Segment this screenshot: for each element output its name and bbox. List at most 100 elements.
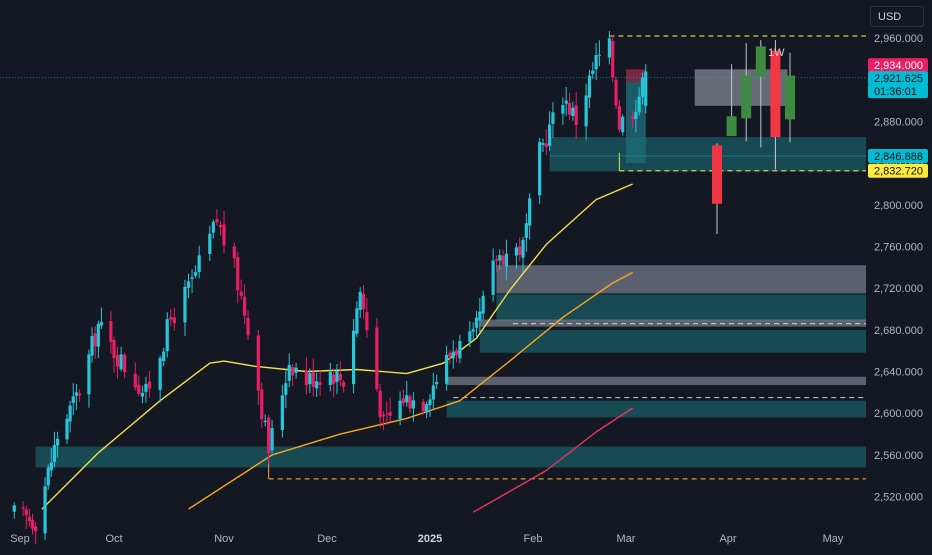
candle-body <box>169 316 173 320</box>
candle-46 <box>232 242 236 268</box>
price-tag-bg <box>868 148 928 163</box>
candle-body <box>311 372 315 388</box>
candle-21 <box>109 311 113 355</box>
candle-body <box>518 246 522 255</box>
candle-body <box>491 260 495 295</box>
candle-80 <box>388 397 392 422</box>
candle-body <box>186 281 191 288</box>
candle-body <box>338 373 342 381</box>
currency-selector[interactable]: USD <box>870 6 924 27</box>
candle-body <box>115 355 120 367</box>
x-tick-label: 2025 <box>418 533 442 545</box>
candle-body <box>77 393 82 396</box>
candle-131 <box>630 110 635 128</box>
candle-68 <box>335 363 339 395</box>
candle-body <box>375 327 379 390</box>
candle-body <box>564 100 568 104</box>
weekly-body <box>770 50 781 138</box>
candle-6 <box>43 477 47 540</box>
candle-body <box>398 400 402 419</box>
y-tick-label: 2,640.000 <box>874 367 923 379</box>
candle-19 <box>96 320 100 359</box>
candle-84 <box>408 394 412 414</box>
candle-body <box>474 317 479 328</box>
candle-body <box>119 354 123 370</box>
candle-20 <box>99 307 104 329</box>
y-tick-label: 2,680.000 <box>874 325 923 337</box>
candle-body <box>355 308 359 334</box>
candle-body <box>478 311 482 321</box>
x-tick-label: Feb <box>524 533 543 545</box>
candle-41 <box>208 225 212 261</box>
candle-body <box>267 417 271 454</box>
candle-5 <box>34 521 38 544</box>
candle-38 <box>190 269 194 293</box>
candle-105 <box>504 239 509 281</box>
candle-9 <box>52 431 57 468</box>
candle-body <box>435 381 439 385</box>
candle-body <box>421 401 425 412</box>
candle-body <box>172 317 176 324</box>
candle-body <box>43 486 47 534</box>
candle-114 <box>548 111 552 152</box>
x-tick-label: Sep <box>10 533 30 545</box>
candle-body <box>640 77 645 97</box>
candle-111 <box>538 137 542 204</box>
candle-body <box>458 341 462 359</box>
candle-body <box>68 405 72 422</box>
candle-69 <box>338 361 342 387</box>
candle-body <box>551 112 555 124</box>
candle-body <box>243 296 247 316</box>
candle-body <box>46 467 50 486</box>
price-tag-bg <box>868 58 928 73</box>
candle-body <box>87 354 91 395</box>
zone-teal-2 <box>496 294 866 322</box>
candle-25 <box>123 352 127 378</box>
candle-body <box>385 413 389 415</box>
candle-body <box>644 71 648 106</box>
candle-33 <box>165 312 169 358</box>
candle-118 <box>567 93 572 120</box>
candle-last <box>644 64 648 114</box>
candle-body <box>183 286 187 323</box>
candle-81 <box>398 391 402 426</box>
candle-body <box>614 79 618 106</box>
candle-body <box>411 400 415 409</box>
candle-13 <box>71 383 75 416</box>
candle-body <box>34 526 38 532</box>
candle-102 <box>494 255 499 273</box>
candle-body <box>284 383 288 395</box>
candle-body <box>197 255 201 273</box>
candle-87 <box>425 401 429 419</box>
candle-body <box>304 370 308 386</box>
candle-55 <box>270 419 274 456</box>
candle-110 <box>528 193 532 240</box>
candle-133 <box>637 87 641 116</box>
weekly-candle-5 <box>785 52 795 143</box>
candle-66 <box>328 362 332 392</box>
candle-body <box>445 354 449 384</box>
candle-body <box>165 319 169 352</box>
candle-59 <box>291 363 295 387</box>
candle-74 <box>361 285 366 319</box>
candle-123 <box>591 62 595 80</box>
candle-93 <box>451 340 455 369</box>
candle-body <box>514 247 518 256</box>
candle-92 <box>448 350 452 365</box>
candle-body <box>194 272 198 276</box>
candle-26 <box>133 362 137 391</box>
candle-122 <box>587 69 592 108</box>
candle-119 <box>571 101 575 121</box>
candle-body <box>270 428 274 451</box>
candle-body <box>90 336 94 356</box>
candle-body <box>21 507 25 509</box>
price-tag-bg <box>868 84 928 99</box>
candle-body <box>211 221 215 233</box>
candle-14 <box>74 383 78 411</box>
candle-body <box>291 367 295 376</box>
candle-body <box>448 352 452 357</box>
candle-52 <box>260 382 264 428</box>
candle-49 <box>243 284 247 325</box>
